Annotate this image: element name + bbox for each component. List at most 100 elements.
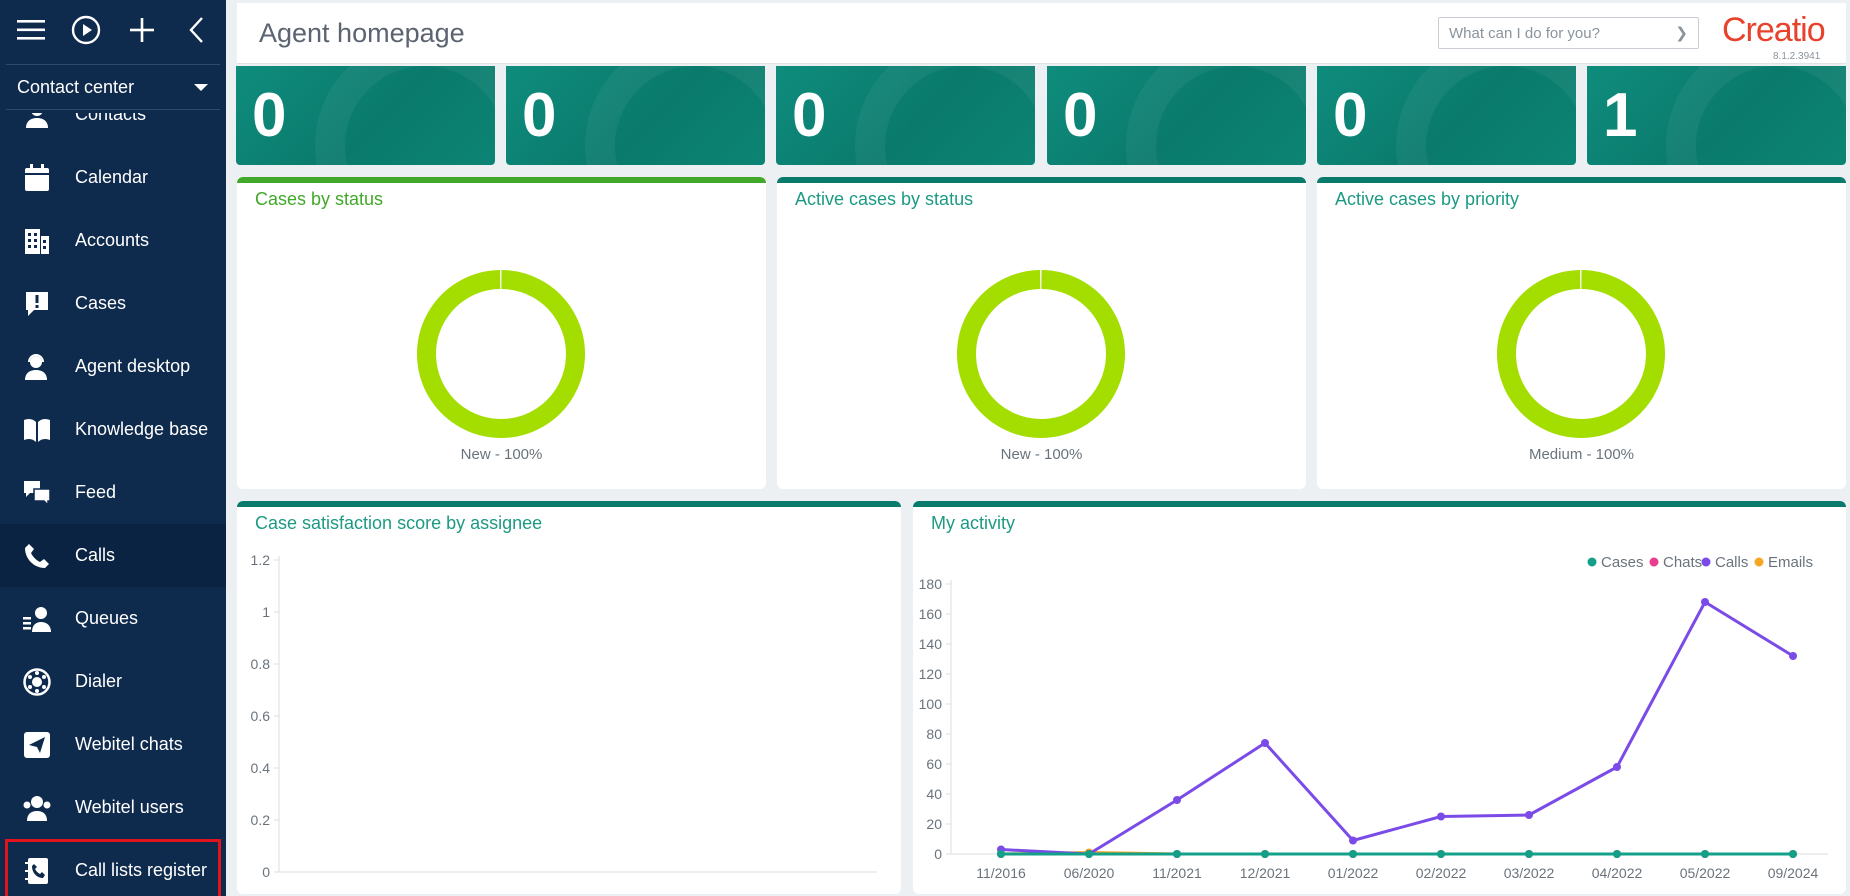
- data-point-cases[interactable]: [1437, 850, 1445, 858]
- panel-title: My activity: [931, 513, 1016, 533]
- y-tick-label: 0: [934, 846, 942, 862]
- sidebar-item-cases[interactable]: Cases: [0, 272, 226, 335]
- sidebar-nav: Contacts Calendar Accounts Cases Agent d…: [0, 113, 226, 896]
- chat-bubbles-icon: [22, 478, 52, 508]
- book-icon: [22, 415, 52, 445]
- kpi-tile[interactable]: 0: [776, 66, 1035, 165]
- y-tick-label: 0.8: [251, 656, 271, 672]
- case-satisfaction-panel: Case satisfaction score by assignee 1.2 1…: [237, 501, 901, 894]
- case-alert-icon: [22, 289, 52, 319]
- data-point-cases[interactable]: [1173, 850, 1181, 858]
- kpi-tile[interactable]: 1: [1587, 66, 1846, 165]
- data-point-cases[interactable]: [1085, 850, 1093, 858]
- legend-label: Chats: [1663, 554, 1702, 571]
- y-tick-label: 100: [919, 696, 943, 712]
- kpi-value: 0: [1063, 81, 1098, 150]
- kpi-tile[interactable]: 0: [236, 66, 495, 165]
- legend-item-chats[interactable]: Chats: [1649, 554, 1703, 571]
- data-point-calls[interactable]: [1613, 763, 1621, 771]
- page-title: Agent homepage: [259, 18, 465, 48]
- command-search[interactable]: ❯: [1438, 17, 1699, 49]
- search-input[interactable]: [1449, 24, 1669, 42]
- sidebar-item-queues[interactable]: Queues: [0, 587, 226, 650]
- chevron-right-icon[interactable]: ❯: [1675, 25, 1688, 42]
- x-tick-label: 02/2022: [1416, 865, 1467, 881]
- workspace-label: Contact center: [17, 76, 135, 97]
- kpi-value: 1: [1603, 81, 1638, 150]
- active-cases-by-priority-panel: Active cases by priority Medium - 100%: [1317, 177, 1846, 489]
- legend-swatch: [1649, 557, 1659, 567]
- kpi-value: 0: [252, 81, 287, 150]
- data-point-cases[interactable]: [1613, 850, 1621, 858]
- y-tick-label: 1.2: [251, 552, 271, 568]
- data-point-cases[interactable]: [1261, 850, 1269, 858]
- x-tick-label: 01/2022: [1328, 865, 1379, 881]
- donut-slice[interactable]: [417, 270, 585, 438]
- active-cases-by-status-panel: Active cases by status New - 100%: [777, 177, 1306, 489]
- y-tick-label: 180: [919, 576, 943, 592]
- sidebar-item-call-lists-register[interactable]: Call lists register: [5, 839, 221, 896]
- kpi-tile[interactable]: 0: [1317, 66, 1576, 165]
- sidebar-item-label: Calendar: [75, 167, 149, 187]
- y-tick-label: 140: [919, 636, 943, 652]
- panel-accent-bar: [913, 501, 1846, 507]
- sidebar-item-calls[interactable]: Calls: [0, 524, 226, 587]
- donut-slice[interactable]: [1497, 270, 1665, 438]
- legend-item-emails[interactable]: Emails: [1754, 554, 1814, 571]
- sidebar-item-dialer[interactable]: Dialer: [0, 650, 226, 713]
- users-icon: [22, 793, 52, 823]
- y-tick-label: 80: [926, 726, 942, 742]
- my-activity-panel: My activity 180 160 140 120 100 80 60 40 20 0 11/2…: [913, 501, 1846, 894]
- add-plus-icon[interactable]: [125, 13, 159, 47]
- y-tick-label: 120: [919, 666, 943, 682]
- contact-icon: [22, 113, 52, 130]
- cases-by-status-panel: Cases by status New - 100%: [237, 177, 766, 489]
- legend-item-cases[interactable]: Cases: [1587, 554, 1644, 571]
- sidebar-item-calendar[interactable]: Calendar: [0, 146, 226, 209]
- sidebar-item-feed[interactable]: Feed: [0, 461, 226, 524]
- data-point-cases[interactable]: [1789, 850, 1797, 858]
- x-tick-label: 06/2020: [1064, 865, 1115, 881]
- data-point-cases[interactable]: [1701, 850, 1709, 858]
- donut-chart: [417, 270, 585, 438]
- hamburger-menu-icon[interactable]: [14, 13, 48, 47]
- legend-item-calls[interactable]: Calls: [1701, 554, 1749, 571]
- kpi-tile[interactable]: 0: [1047, 66, 1306, 165]
- data-point-calls[interactable]: [1789, 652, 1797, 660]
- sidebar-item-accounts[interactable]: Accounts: [0, 209, 226, 272]
- data-point-cases[interactable]: [1525, 850, 1533, 858]
- panel-title: Cases by status: [255, 189, 384, 209]
- data-point-calls[interactable]: [1349, 836, 1357, 845]
- y-tick-label: 40: [926, 786, 942, 802]
- sidebar-item-label: Call lists register: [75, 860, 208, 880]
- chevron-down-icon: [194, 83, 208, 91]
- sidebar-item-webitel-users[interactable]: Webitel users: [0, 776, 226, 839]
- kpi-tile[interactable]: 0: [506, 66, 765, 165]
- workspace-selector[interactable]: Contact center: [6, 64, 220, 110]
- data-point-cases[interactable]: [1349, 850, 1357, 858]
- sidebar-item-knowledge-base[interactable]: Knowledge base: [0, 398, 226, 461]
- data-point-calls[interactable]: [1525, 811, 1533, 819]
- data-point-calls[interactable]: [1437, 812, 1445, 821]
- data-point-calls[interactable]: [1261, 739, 1269, 747]
- panel-accent-bar: [237, 177, 766, 183]
- data-point-cases[interactable]: [997, 850, 1005, 858]
- donut-slice[interactable]: [957, 270, 1125, 438]
- process-play-icon[interactable]: [69, 13, 103, 47]
- sidebar-item-contacts[interactable]: Contacts: [0, 113, 226, 146]
- donut-slice-label: New - 100%: [460, 446, 543, 463]
- data-point-calls[interactable]: [1701, 598, 1709, 606]
- x-tick-label: 12/2021: [1240, 865, 1291, 881]
- legend-swatch: [1754, 557, 1764, 567]
- kpi-value: 0: [522, 81, 557, 150]
- sidebar-item-label: Dialer: [75, 671, 123, 691]
- legend-label: Calls: [1715, 554, 1748, 571]
- kpi-value: 0: [792, 81, 827, 150]
- header: Agent homepage ❯ Creatio 8.1.2.3941: [237, 3, 1846, 64]
- donut-slice-label: Medium - 100%: [1528, 446, 1635, 463]
- data-point-calls[interactable]: [1173, 796, 1181, 804]
- sidebar-item-agent-desktop[interactable]: Agent desktop: [0, 335, 226, 398]
- sidebar-item-webitel-chats[interactable]: Webitel chats: [0, 713, 226, 776]
- collapse-chevron-left-icon[interactable]: [180, 13, 214, 47]
- sidebar-item-label: Calls: [75, 545, 116, 565]
